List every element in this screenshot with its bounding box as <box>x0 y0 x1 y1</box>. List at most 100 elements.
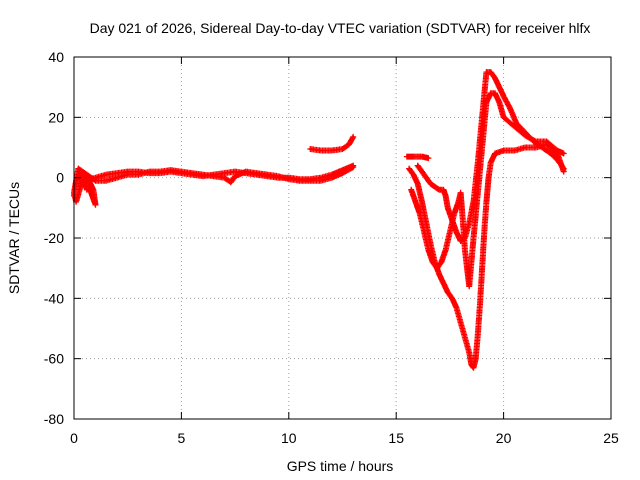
data-point <box>85 188 89 191</box>
data-point <box>461 218 464 222</box>
data-point <box>468 351 471 354</box>
data-point <box>472 200 475 203</box>
data-point <box>508 107 512 110</box>
data-point <box>532 140 535 143</box>
data-point <box>541 146 544 149</box>
data-point <box>115 176 119 179</box>
data-point <box>480 116 484 119</box>
data-point <box>549 152 553 155</box>
series-track-e <box>406 141 567 371</box>
data-point <box>459 239 462 243</box>
y-axis-label: SDTVAR / TECUs <box>6 182 22 294</box>
data-point <box>420 200 424 203</box>
data-point <box>513 125 516 128</box>
data-point <box>87 185 91 188</box>
data-point <box>319 176 323 179</box>
data-point <box>440 260 443 264</box>
data-point <box>513 149 516 152</box>
data-point <box>556 149 559 152</box>
data-point <box>476 161 479 164</box>
series-track-g <box>414 69 567 244</box>
data-point <box>431 260 434 264</box>
x-tick-label: 15 <box>388 430 404 446</box>
data-point <box>562 167 565 170</box>
chart-title: Day 021 of 2026, Sidereal Day-to-day VTE… <box>90 20 591 36</box>
data-point <box>410 188 413 191</box>
data-point <box>405 155 409 158</box>
x-tick-label: 25 <box>603 430 619 446</box>
data-point <box>515 122 518 125</box>
data-point <box>427 156 430 160</box>
data-point <box>425 176 428 179</box>
data-point <box>545 140 548 143</box>
data-point <box>476 333 479 336</box>
data-point <box>438 188 441 191</box>
data-point <box>446 291 449 294</box>
data-point <box>442 282 445 285</box>
data-point <box>463 336 467 339</box>
data-point <box>420 155 424 158</box>
data-point <box>465 267 469 270</box>
data-point <box>148 171 151 175</box>
data-point <box>489 161 492 164</box>
data-point <box>468 285 471 288</box>
data-point <box>94 203 97 206</box>
data-point <box>418 212 421 216</box>
series-layer <box>71 69 567 371</box>
data-point <box>556 158 559 161</box>
x-tick-label: 0 <box>70 430 78 446</box>
data-point <box>480 267 484 270</box>
data-point <box>483 230 486 234</box>
data-point <box>137 170 140 173</box>
data-point <box>470 363 473 366</box>
data-point <box>412 173 415 176</box>
data-point <box>90 191 93 194</box>
data-point <box>92 188 95 191</box>
data-point <box>502 116 505 119</box>
data-point <box>416 164 419 167</box>
series-track-c <box>307 133 357 154</box>
data-point <box>341 168 344 172</box>
data-point <box>562 152 565 155</box>
data-point <box>472 366 475 369</box>
x-tick-label: 10 <box>281 430 297 446</box>
data-point <box>478 303 482 306</box>
series-track-d <box>403 153 432 162</box>
data-point <box>416 182 419 185</box>
x-tick-label: 5 <box>178 430 186 446</box>
data-point <box>115 171 119 175</box>
data-point <box>412 155 415 158</box>
y-tick-label: -60 <box>44 351 64 367</box>
data-point <box>487 176 490 179</box>
data-point <box>453 212 456 216</box>
grid-layer <box>74 57 611 419</box>
data-point <box>341 147 344 151</box>
data-point <box>330 173 333 176</box>
data-point <box>77 167 80 170</box>
data-point <box>523 131 527 134</box>
data-point <box>298 178 301 181</box>
data-point <box>459 191 462 194</box>
data-point <box>229 181 232 184</box>
data-point <box>534 146 537 149</box>
data-point <box>347 143 351 146</box>
data-point <box>255 173 258 176</box>
data-point <box>444 194 447 197</box>
data-point <box>407 167 411 170</box>
data-point <box>74 200 78 203</box>
data-point <box>485 70 488 74</box>
data-point <box>485 200 488 203</box>
y-tick-label: 20 <box>48 109 64 125</box>
y-tick-label: -20 <box>44 230 64 246</box>
data-point <box>498 86 501 89</box>
data-point <box>450 297 454 300</box>
data-point <box>502 95 505 98</box>
data-point <box>330 149 333 152</box>
y-tick-label: 40 <box>48 49 64 65</box>
data-point <box>94 176 97 179</box>
data-point <box>105 173 108 176</box>
data-point <box>74 182 78 185</box>
data-point <box>442 188 445 191</box>
data-point <box>190 173 194 176</box>
